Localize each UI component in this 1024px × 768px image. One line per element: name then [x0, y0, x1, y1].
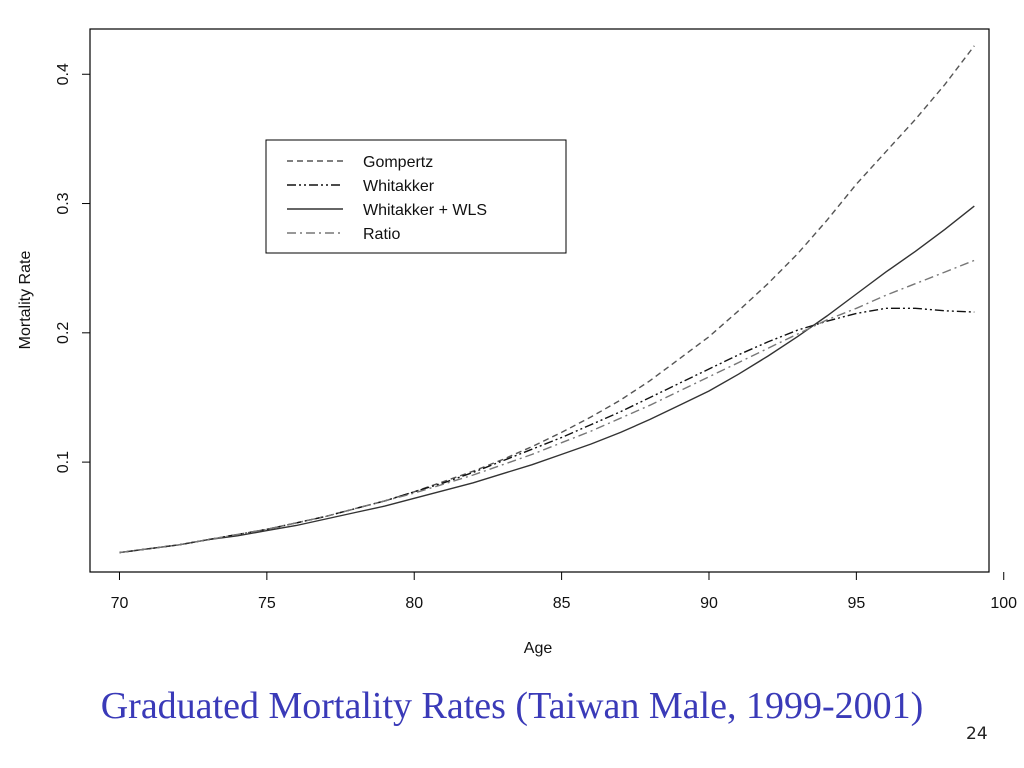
series-line-3: [119, 205, 975, 554]
legend-label-1: Gompertz: [363, 154, 433, 171]
legend: Gompertz Whitakker Whitakker + WLS Ratio: [265, 139, 567, 254]
y-axis-label: Mortality Rate: [17, 251, 34, 350]
x-tick-label-85: 85: [553, 595, 571, 612]
legend-box: [265, 139, 567, 254]
series-line-1: [119, 45, 975, 554]
legend-label-2: Whitakker: [363, 178, 435, 195]
x-tick-label-80: 80: [405, 595, 423, 612]
x-axis: 70 75 80 85 90 95 100: [111, 572, 1017, 612]
x-tick-label-90: 90: [700, 595, 718, 612]
x-axis-label: Age: [524, 640, 553, 657]
mortality-line-chart: 70 75 80 85 90 95 100 0.1 0.2 0.3 0.4 Age Mortali…: [17, 28, 1017, 657]
series-line-2: [119, 307, 975, 554]
legend-items: Gompertz Whitakker Whitakker + WLS Ratio: [287, 154, 487, 243]
y-tick-label-0.3: 0.3: [55, 192, 72, 214]
x-tick-label-70: 70: [111, 595, 129, 612]
x-tick-label-75: 75: [258, 595, 276, 612]
x-tick-label-95: 95: [847, 595, 865, 612]
y-tick-label-0.1: 0.1: [55, 451, 72, 473]
plot-frame: [89, 28, 990, 573]
series-layer: [119, 45, 975, 554]
page-number: 24: [966, 724, 988, 744]
legend-label-3: Whitakker + WLS: [363, 202, 487, 219]
x-tick-label-100: 100: [990, 595, 1017, 612]
y-axis: 0.1 0.2 0.3 0.4: [55, 63, 90, 473]
y-tick-label-0.4: 0.4: [55, 63, 72, 85]
y-tick-label-0.2: 0.2: [55, 322, 72, 344]
slide-caption: Graduated Mortality Rates (Taiwan Male, …: [100, 685, 924, 727]
legend-label-4: Ratio: [363, 226, 400, 243]
series-line-4: [119, 259, 975, 554]
